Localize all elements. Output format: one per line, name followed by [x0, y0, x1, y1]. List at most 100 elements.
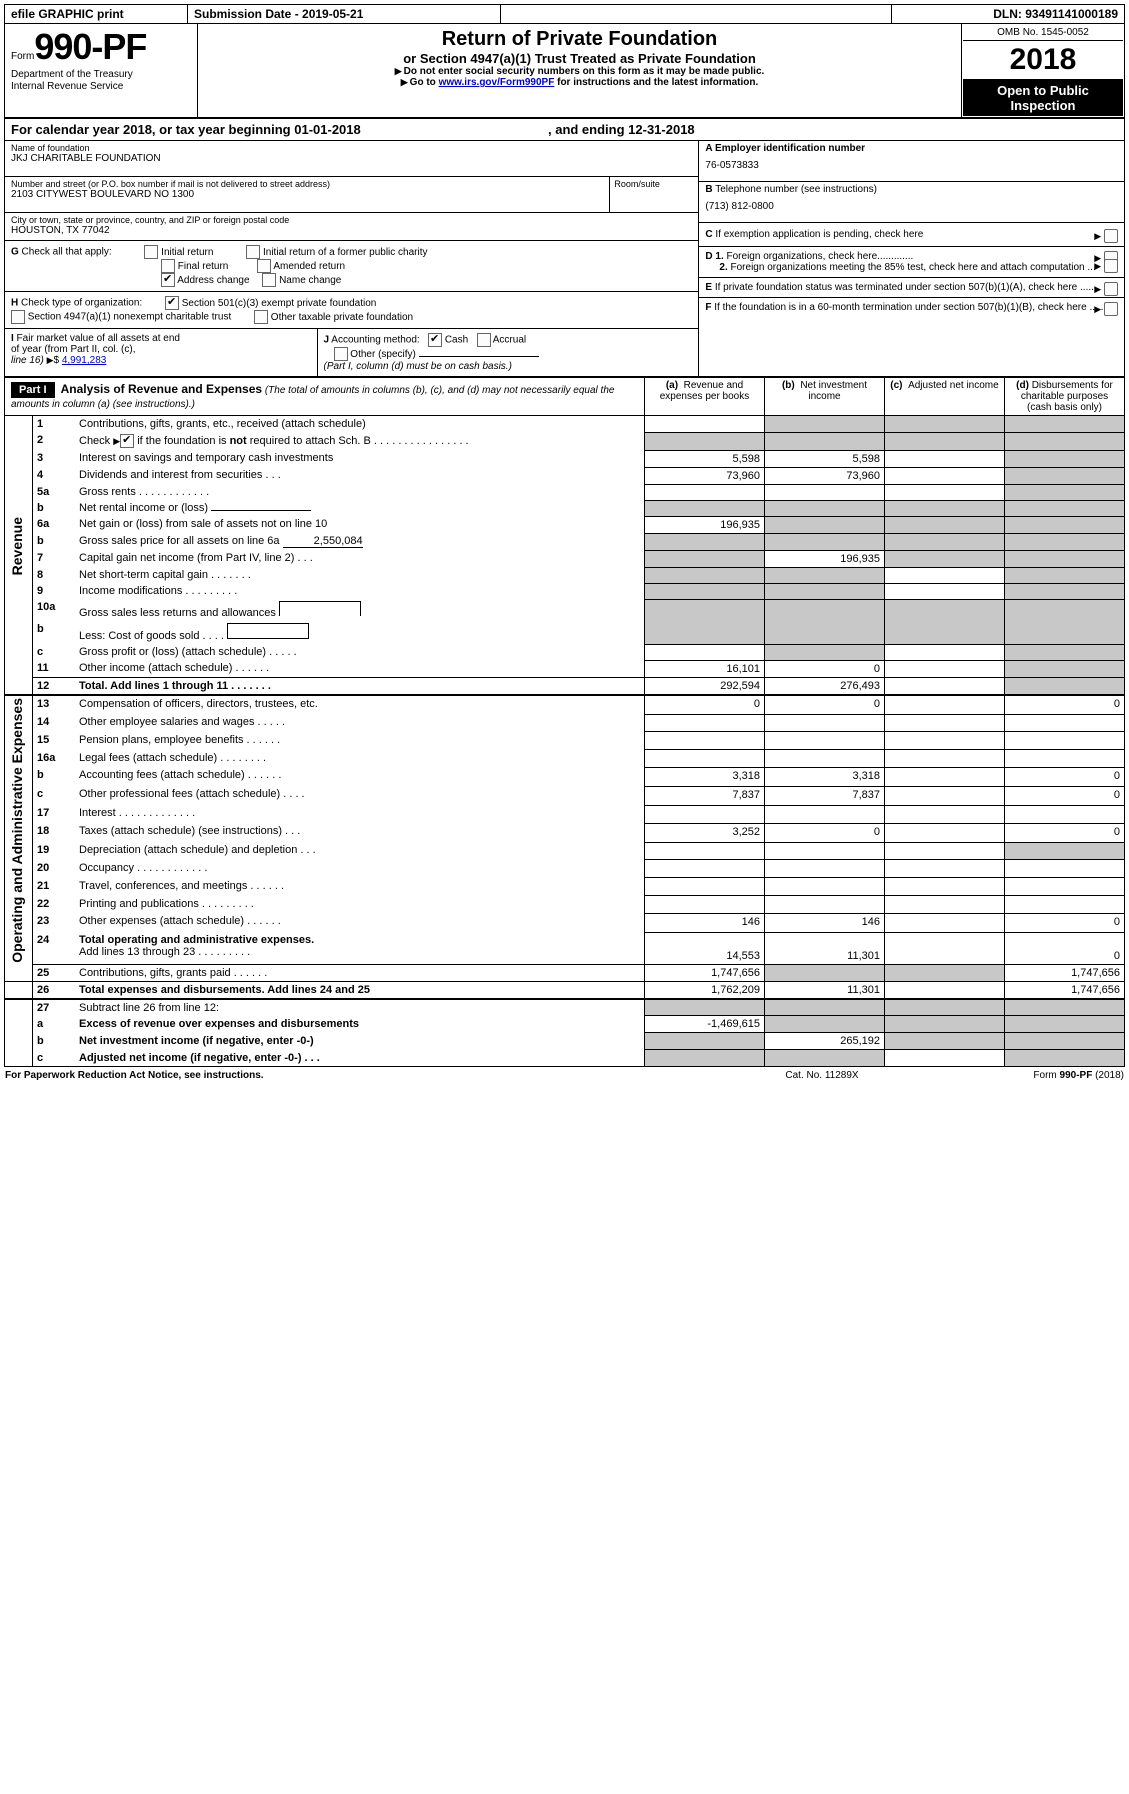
dln: DLN: 93491141000189: [892, 5, 1125, 24]
footer: For Paperwork Reduction Act Notice, see …: [4, 1069, 1125, 1082]
expenses-vlabel: Operating and Administrative Expenses: [9, 698, 25, 963]
f-checkbox[interactable]: [1104, 302, 1118, 316]
fmv-value[interactable]: 4,991,283: [62, 355, 107, 366]
revenue-vlabel: Revenue: [9, 517, 25, 575]
line-16c: cOther professional fees (attach schedul…: [5, 786, 1125, 805]
name-label: Name of foundation: [11, 143, 692, 153]
line-4: 4Dividends and interest from securities …: [5, 467, 1125, 484]
name-change-checkbox[interactable]: [262, 273, 276, 287]
ein-value: 76-0573833: [705, 154, 1118, 171]
line-11: 11Other income (attach schedule) . . . .…: [5, 660, 1125, 677]
line-19: 19Depreciation (attach schedule) and dep…: [5, 842, 1125, 860]
line-10c: cGross profit or (loss) (attach schedule…: [5, 644, 1125, 660]
line-10b: bLess: Cost of goods sold . . . .: [5, 621, 1125, 644]
other-taxable-checkbox[interactable]: [254, 310, 268, 324]
omb-number: OMB No. 1545-0052: [963, 25, 1123, 41]
form-title: Return of Private Foundation: [202, 28, 957, 51]
line-27b: bNet investment income (if negative, ent…: [5, 1033, 1125, 1050]
period-line: For calendar year 2018, or tax year begi…: [4, 117, 1125, 141]
sec501-checkbox[interactable]: [165, 296, 179, 310]
addr-label: Number and street (or P.O. box number if…: [11, 179, 603, 189]
final-return-checkbox[interactable]: [161, 259, 175, 273]
phone-value: (713) 812-0800: [705, 195, 1118, 212]
line-8: 8Net short-term capital gain . . . . . .…: [5, 567, 1125, 583]
accounting-other-checkbox[interactable]: [334, 347, 348, 361]
col-c-header: (c) Adjusted net income: [885, 377, 1005, 416]
line-9: 9Income modifications . . . . . . . . .: [5, 583, 1125, 599]
footer-center: Cat. No. 11289X: [721, 1069, 923, 1082]
entity-block: Name of foundation JKJ CHARITABLE FOUNDA…: [4, 141, 1125, 376]
c-checkbox[interactable]: [1104, 229, 1118, 243]
line-21: 21Travel, conferences, and meetings . . …: [5, 878, 1125, 896]
part1-title: Analysis of Revenue and Expenses: [61, 382, 262, 396]
city-value: HOUSTON, TX 77042: [11, 225, 692, 236]
city-label: City or town, state or province, country…: [11, 215, 692, 225]
foundation-name: JKJ CHARITABLE FOUNDATION: [11, 153, 692, 164]
footer-right: Form 990-PF (2018): [923, 1069, 1125, 1082]
line-5b: bNet rental income or (loss): [5, 500, 1125, 516]
line-25: 25Contributions, gifts, grants paid . . …: [5, 964, 1125, 981]
irs-link[interactable]: www.irs.gov/Form990PF: [439, 77, 555, 88]
g-label: G: [11, 247, 19, 258]
line-6a: 6aNet gain or (loss) from sale of assets…: [5, 516, 1125, 533]
d2-checkbox[interactable]: [1104, 259, 1118, 273]
accounting-other-input[interactable]: [419, 356, 539, 357]
line-23: 23Other expenses (attach schedule) . . .…: [5, 913, 1125, 932]
initial-return-former-checkbox[interactable]: [246, 245, 260, 259]
footer-left: For Paperwork Reduction Act Notice, see …: [4, 1069, 721, 1082]
line-27c: cAdjusted net income (if negative, enter…: [5, 1050, 1125, 1067]
line-10a: 10aGross sales less returns and allowanc…: [5, 599, 1125, 621]
street-address: 2103 CITYWEST BOULEVARD NO 1300: [11, 189, 603, 200]
amended-return-checkbox[interactable]: [257, 259, 271, 273]
accrual-checkbox[interactable]: [477, 333, 491, 347]
part1-label: Part I: [11, 382, 55, 398]
line-18: 18Taxes (attach schedule) (see instructi…: [5, 823, 1125, 842]
note-goto-pre: Go to: [410, 77, 439, 88]
line-14: 14Other employee salaries and wages . . …: [5, 714, 1125, 732]
note-ssn: Do not enter social security numbers on …: [404, 66, 765, 77]
line-3: 3Interest on savings and temporary cash …: [5, 450, 1125, 467]
initial-return-checkbox[interactable]: [144, 245, 158, 259]
efile-label: efile GRAPHIC print: [5, 5, 188, 24]
col-d-header: (d) Disbursements for charitable purpose…: [1005, 377, 1125, 416]
line-24: 24Total operating and administrative exp…: [5, 932, 1125, 964]
room-label: Room/suite: [610, 177, 699, 213]
line-27a: aExcess of revenue over expenses and dis…: [5, 1016, 1125, 1033]
open-to-public: Open to Public Inspection: [963, 80, 1123, 116]
dept-line-2: Internal Revenue Service: [11, 81, 123, 92]
line-13: Operating and Administrative Expenses 13…: [5, 695, 1125, 715]
line-27: 27Subtract line 26 from line 12:: [5, 999, 1125, 1016]
address-change-checkbox[interactable]: [161, 273, 175, 287]
line-1: Revenue 1 Contributions, gifts, grants, …: [5, 416, 1125, 433]
schb-not-required-checkbox[interactable]: [120, 434, 134, 448]
line-22: 22Printing and publications . . . . . . …: [5, 896, 1125, 914]
line-2: 2 Check if the foundation is not require…: [5, 432, 1125, 450]
col-a-header: (a) Revenue and expenses per books: [645, 377, 765, 416]
sec4947-checkbox[interactable]: [11, 310, 25, 324]
form-header: Form990-PF Department of the Treasury In…: [4, 24, 1125, 117]
dept-line-1: Department of the Treasury: [11, 69, 133, 80]
line-5a: 5aGross rents . . . . . . . . . . . .: [5, 484, 1125, 500]
form-subtitle: or Section 4947(a)(1) Trust Treated as P…: [202, 51, 957, 66]
cash-checkbox[interactable]: [428, 333, 442, 347]
line-17: 17Interest . . . . . . . . . . . . .: [5, 805, 1125, 823]
submission-date: Submission Date - 2019-05-21: [188, 5, 501, 24]
form-number: 990-PF: [34, 26, 146, 67]
line-7: 7Capital gain net income (from Part IV, …: [5, 550, 1125, 567]
line-16a: 16aLegal fees (attach schedule) . . . . …: [5, 750, 1125, 768]
line-6b: bGross sales price for all assets on lin…: [5, 533, 1125, 550]
topbar: efile GRAPHIC print Submission Date - 20…: [4, 4, 1125, 24]
line-26: 26Total expenses and disbursements. Add …: [5, 981, 1125, 999]
j-note: (Part I, column (d) must be on cash basi…: [324, 361, 512, 372]
line-20: 20Occupancy . . . . . . . . . . . .: [5, 860, 1125, 878]
tax-year: 2018: [963, 41, 1123, 80]
e-checkbox[interactable]: [1104, 282, 1118, 296]
form-prefix: Form: [11, 51, 34, 62]
line-16b: bAccounting fees (attach schedule) . . .…: [5, 767, 1125, 786]
note-goto-post: for instructions and the latest informat…: [554, 77, 758, 88]
a-ein-label: A Employer identification number: [705, 143, 1118, 154]
line-12: 12Total. Add lines 1 through 11 . . . . …: [5, 677, 1125, 695]
line-15: 15Pension plans, employee benefits . . .…: [5, 732, 1125, 750]
part1-table: Part I Analysis of Revenue and Expenses …: [4, 376, 1125, 1067]
col-b-header: (b) Net investment income: [765, 377, 885, 416]
